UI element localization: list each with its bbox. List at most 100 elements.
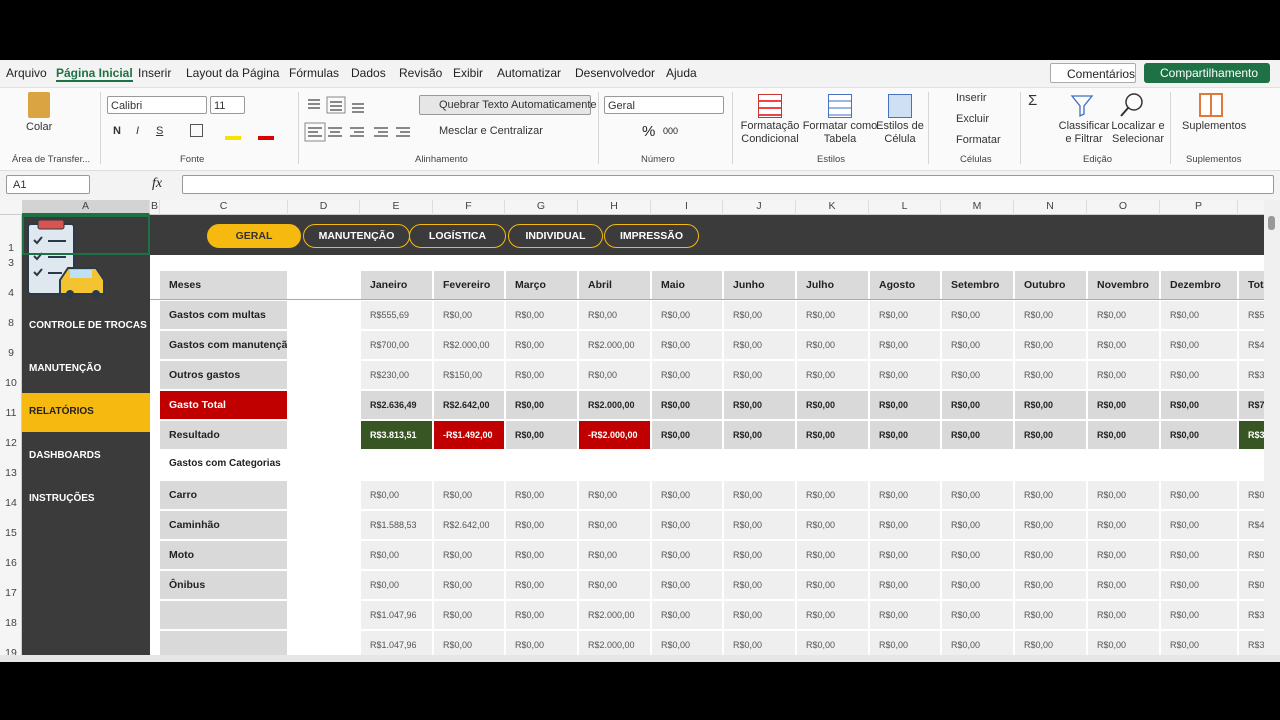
- column-header[interactable]: I: [651, 200, 723, 215]
- row-header[interactable]: 19: [5, 647, 17, 655]
- row-header[interactable]: 12: [5, 437, 17, 449]
- delete-button[interactable]: Excluir: [956, 113, 990, 125]
- paste-label[interactable]: Colar: [26, 121, 53, 133]
- nav-tab[interactable]: GERAL: [207, 224, 301, 248]
- value-cell: R$0,00: [797, 541, 868, 569]
- column-header[interactable]: O: [1087, 200, 1160, 215]
- find-select[interactable]: Localizar e: [1111, 120, 1165, 132]
- row-header[interactable]: 11: [5, 407, 17, 419]
- format-as-table[interactable]: Formatar como: [802, 120, 878, 132]
- font-name[interactable]: Calibri: [107, 96, 207, 114]
- menu-tab[interactable]: Arquivo: [6, 66, 47, 80]
- conditional-icon[interactable]: [758, 94, 782, 118]
- nav-tab[interactable]: IMPRESSÃO: [604, 224, 699, 248]
- menu-tab[interactable]: Exibir: [453, 66, 484, 80]
- separator: [598, 92, 599, 164]
- column-header[interactable]: H: [578, 200, 651, 215]
- edit-icons[interactable]: [1070, 92, 1170, 118]
- row-header[interactable]: 16: [5, 557, 17, 569]
- font-color[interactable]: [258, 136, 274, 140]
- insert-button[interactable]: Inserir: [956, 92, 987, 104]
- row-header[interactable]: 3: [8, 257, 14, 269]
- row-header[interactable]: 4: [8, 287, 14, 299]
- row-header[interactable]: 17: [5, 587, 17, 599]
- column-header[interactable]: C: [160, 200, 288, 215]
- conditional-format[interactable]: Formatação: [740, 120, 800, 132]
- scrollbar[interactable]: [1264, 200, 1280, 655]
- column-header[interactable]: B: [150, 200, 160, 215]
- menu-tab[interactable]: Desenvolvedor: [575, 66, 656, 80]
- column-header[interactable]: A: [22, 200, 150, 215]
- find-select[interactable]: Selecionar: [1112, 133, 1164, 145]
- formula-input[interactable]: [182, 175, 1274, 194]
- sidebar-item[interactable]: DASHBOARDS: [29, 450, 101, 461]
- sidebar-item[interactable]: RELATÓRIOS: [29, 406, 94, 417]
- percent-button[interactable]: %: [642, 123, 656, 140]
- menu-tab[interactable]: Revisão: [399, 66, 443, 80]
- italic-button[interactable]: I: [136, 125, 140, 137]
- cell-style-icon[interactable]: [888, 94, 912, 118]
- nav-tab[interactable]: MANUTENÇÃO: [303, 224, 410, 248]
- menu-tab[interactable]: Layout da Página: [186, 66, 280, 80]
- merge-center[interactable]: Mesclar e Centralizar: [439, 125, 543, 137]
- row-header[interactable]: 10: [5, 377, 17, 389]
- name-box[interactable]: A1: [6, 175, 90, 194]
- comments-button[interactable]: Comentários: [1050, 63, 1136, 83]
- column-header[interactable]: D: [288, 200, 360, 215]
- value-cell: R$0,00: [1015, 511, 1086, 539]
- menu-tab[interactable]: Automatizar: [497, 66, 562, 80]
- column-header[interactable]: F: [433, 200, 505, 215]
- fx-button[interactable]: fx: [152, 176, 163, 191]
- menu-tab[interactable]: Página Inicial: [56, 66, 133, 82]
- font-size[interactable]: 11: [210, 96, 245, 114]
- sidebar-item[interactable]: CONTROLE DE TROCAS: [29, 320, 147, 331]
- format-as-table[interactable]: Tabela: [823, 133, 857, 145]
- column-header[interactable]: K: [796, 200, 869, 215]
- menu-tab[interactable]: Fórmulas: [289, 66, 340, 80]
- column-header[interactable]: E: [360, 200, 433, 215]
- menu-tab[interactable]: Dados: [351, 66, 386, 80]
- paste-icon[interactable]: [28, 92, 50, 118]
- column-header[interactable]: P: [1160, 200, 1238, 215]
- row-header[interactable]: 18: [5, 617, 17, 629]
- cell-styles[interactable]: Estilos de: [876, 120, 924, 132]
- row-header[interactable]: 15: [5, 527, 17, 539]
- bold-button[interactable]: N: [113, 125, 121, 137]
- row-header[interactable]: 1: [8, 242, 14, 254]
- addins-button[interactable]: Suplementos: [1182, 120, 1247, 132]
- menu-tab[interactable]: Ajuda: [666, 66, 697, 80]
- fill-color[interactable]: [225, 136, 241, 140]
- sidebar-item[interactable]: MANUTENÇÃO: [29, 363, 102, 374]
- row-header[interactable]: 8: [8, 317, 14, 329]
- thousands-button[interactable]: 000: [663, 126, 679, 136]
- underline-button[interactable]: S: [156, 125, 164, 137]
- border-button[interactable]: [190, 124, 203, 137]
- conditional-format[interactable]: Condicional: [741, 133, 799, 145]
- addins-icon[interactable]: [1199, 93, 1223, 117]
- column-header[interactable]: L: [869, 200, 941, 215]
- row-header[interactable]: 13: [5, 467, 17, 479]
- table-icon[interactable]: [828, 94, 852, 118]
- wrap-text[interactable]: Quebrar Texto Automaticamente: [419, 95, 597, 115]
- value-cell: R$0,00: [1239, 481, 1264, 509]
- nav-tab[interactable]: INDIVIDUAL: [508, 224, 603, 248]
- number-format[interactable]: Geral: [604, 96, 724, 114]
- value-cell: R$0,00: [870, 301, 940, 329]
- column-header[interactable]: G: [505, 200, 578, 215]
- cell-styles[interactable]: Célula: [884, 133, 916, 145]
- row-label: Caminhão: [160, 511, 287, 539]
- row-header[interactable]: 9: [8, 347, 14, 359]
- sidebar-item[interactable]: INSTRUÇÕES: [29, 493, 95, 504]
- menu-tab[interactable]: Inserir: [138, 66, 172, 80]
- column-header[interactable]: M: [941, 200, 1014, 215]
- sort-filter[interactable]: Classificar: [1058, 120, 1110, 132]
- align-buttons[interactable]: [304, 96, 414, 144]
- row-header[interactable]: 14: [5, 497, 17, 509]
- nav-tab[interactable]: LOGÍSTICA: [409, 224, 506, 248]
- autosum-icon[interactable]: Σ: [1028, 92, 1038, 109]
- share-button[interactable]: Compartilhamento: [1144, 63, 1270, 83]
- column-header[interactable]: N: [1014, 200, 1087, 215]
- column-header[interactable]: J: [723, 200, 796, 215]
- sort-filter[interactable]: e Filtrar: [1065, 133, 1103, 145]
- format-button[interactable]: Formatar: [956, 134, 1001, 146]
